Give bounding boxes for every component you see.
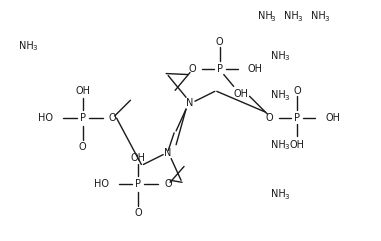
Text: O: O <box>266 113 274 123</box>
Text: OH: OH <box>75 86 90 96</box>
Text: OH: OH <box>290 140 305 150</box>
Text: NH: NH <box>311 11 326 21</box>
Text: 3: 3 <box>284 194 289 200</box>
Text: NH: NH <box>19 41 34 51</box>
Text: 3: 3 <box>284 95 289 101</box>
Text: P: P <box>294 113 300 123</box>
Text: NH: NH <box>271 90 286 100</box>
Text: O: O <box>216 37 224 47</box>
Text: O: O <box>134 208 142 218</box>
Text: 3: 3 <box>284 144 289 150</box>
Text: P: P <box>80 113 86 123</box>
Text: P: P <box>135 179 141 189</box>
Text: O: O <box>293 86 301 96</box>
Text: O: O <box>188 64 196 74</box>
Text: OH: OH <box>248 64 263 74</box>
Text: O: O <box>164 179 172 189</box>
Text: 3: 3 <box>271 16 275 22</box>
Text: HO: HO <box>94 179 109 189</box>
Text: OH: OH <box>131 153 146 163</box>
Text: O: O <box>109 113 116 123</box>
Text: OH: OH <box>234 89 249 99</box>
Text: HO: HO <box>38 113 53 123</box>
Text: N: N <box>165 148 172 158</box>
Text: 3: 3 <box>324 16 328 22</box>
Text: NH: NH <box>271 51 286 61</box>
Text: NH: NH <box>258 11 272 21</box>
Text: P: P <box>217 64 223 74</box>
Text: 3: 3 <box>284 55 289 61</box>
Text: NH: NH <box>284 11 299 21</box>
Text: N: N <box>186 98 194 108</box>
Text: NH: NH <box>271 189 286 199</box>
Text: O: O <box>79 142 86 152</box>
Text: 3: 3 <box>297 16 302 22</box>
Text: 3: 3 <box>32 45 37 51</box>
Text: NH: NH <box>271 140 286 150</box>
Text: OH: OH <box>325 113 340 123</box>
